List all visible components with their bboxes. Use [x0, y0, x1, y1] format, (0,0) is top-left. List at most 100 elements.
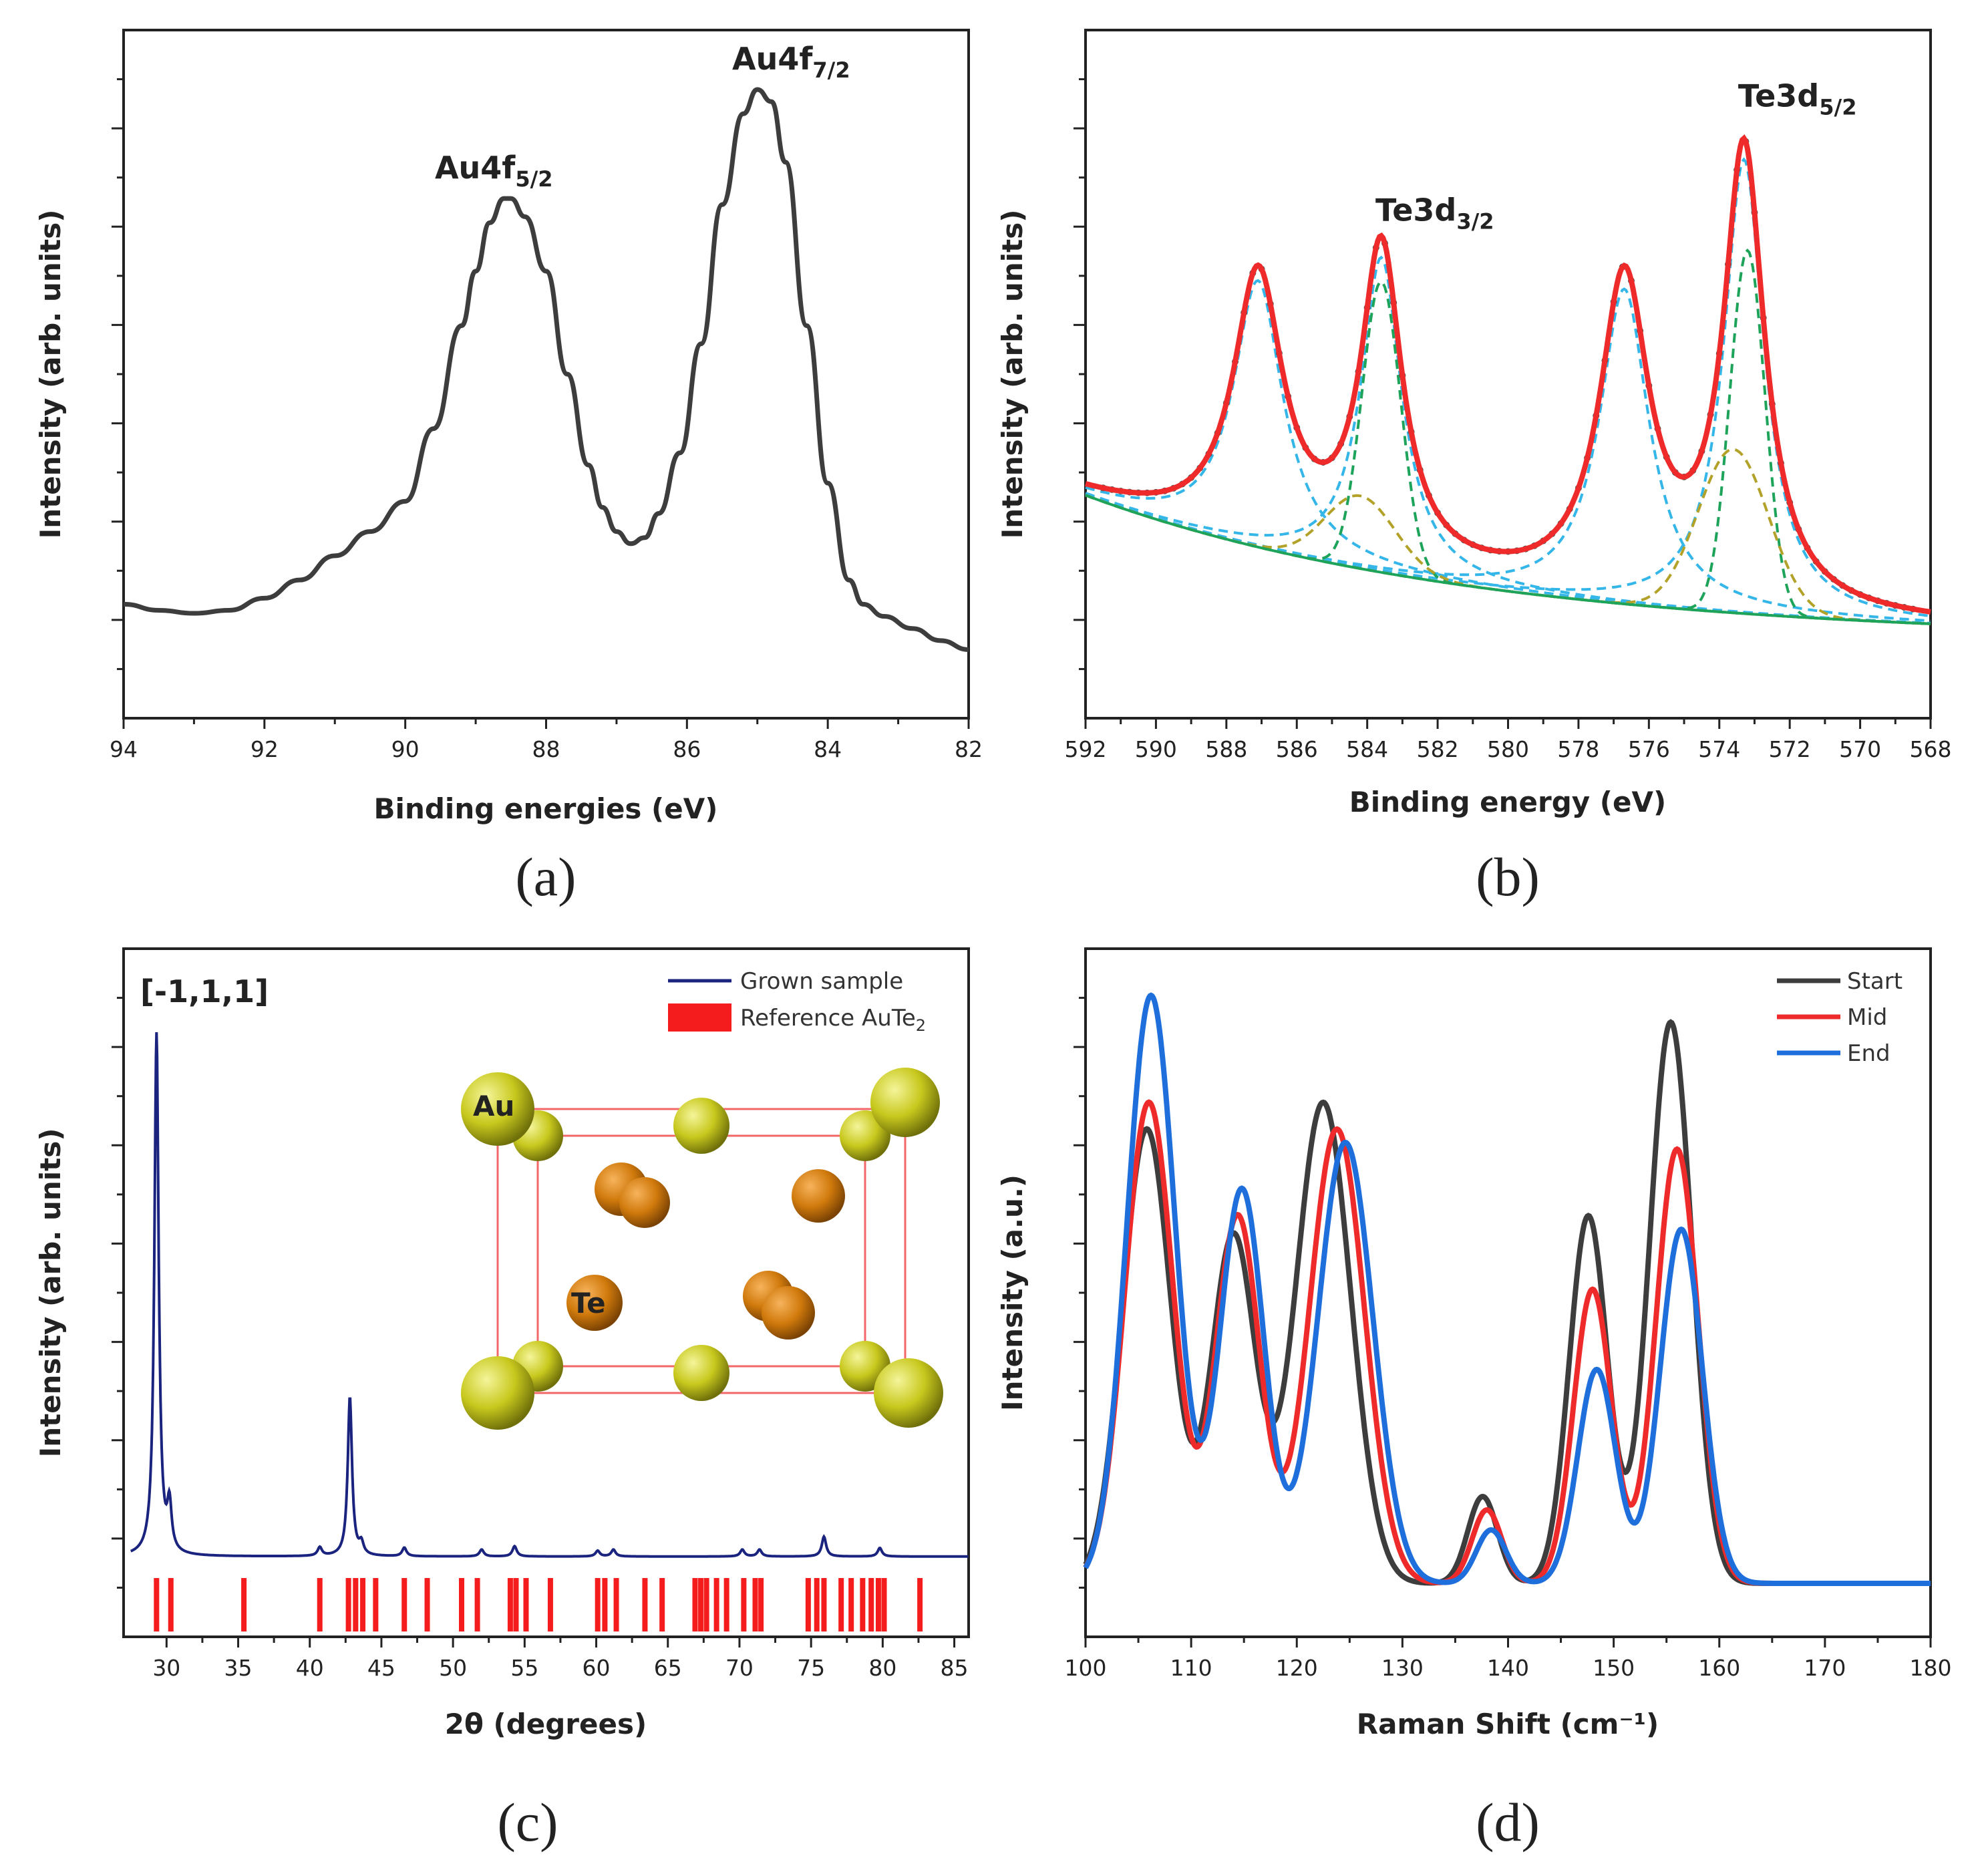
x-axis-label-a: Binding energies (eV): [374, 792, 718, 825]
fit-background: [1085, 494, 1931, 625]
fit-envelope: [1084, 134, 1931, 615]
reference-bar: [602, 1578, 608, 1631]
x-tick-label-c: 75: [797, 1655, 825, 1681]
panel-label-d: (d): [1476, 1792, 1540, 1853]
reference-bar: [401, 1578, 407, 1631]
x-tick-label-c: 85: [941, 1655, 969, 1681]
x-tick-label-b: 580: [1487, 736, 1529, 762]
x-tick-label-a: 86: [673, 736, 701, 762]
reference-bar: [723, 1578, 729, 1631]
au-atom: [673, 1098, 729, 1154]
x-tick-label-b: 568: [1910, 736, 1952, 762]
reference-bar: [474, 1578, 480, 1631]
au-atom: [874, 1358, 943, 1428]
reference-bar: [373, 1578, 379, 1631]
x-tick-label-b: 576: [1628, 736, 1670, 762]
reference-bar: [659, 1578, 665, 1631]
panel-b: 592 590 588 586 584 582 580 578 576 574 572 570 568 …: [996, 29, 1952, 907]
series-line-end: [1083, 992, 1931, 1586]
ticks-a: 94 92 90 88 86 84 82: [110, 78, 983, 762]
reference-bar: [154, 1578, 160, 1631]
series-line-a: [123, 87, 969, 652]
te-atom: [792, 1169, 845, 1223]
reference-bar: [875, 1578, 881, 1631]
legend-label-end: End: [1847, 1040, 1890, 1067]
reference-bar: [692, 1578, 698, 1631]
fit-component-cyan: [1085, 157, 1931, 618]
x-tick-label-d: 140: [1487, 1655, 1529, 1681]
annotation-te3d52: Te3d5/2: [1738, 77, 1857, 120]
direction-label: [-1,1,1]: [140, 973, 269, 1009]
fit-component-olive: [1085, 494, 1931, 625]
legend-label-reference: Reference AuTe2: [740, 1005, 926, 1035]
y-axis-label-d: Intensity (a.u.): [996, 1175, 1029, 1411]
reference-bar: [424, 1578, 430, 1631]
reference-bar: [595, 1578, 601, 1631]
x-tick-label-a: 94: [110, 736, 138, 762]
au-atom: [870, 1068, 940, 1137]
x-tick-label-c: 35: [224, 1655, 253, 1681]
x-tick-label-d: 170: [1804, 1655, 1846, 1681]
x-axis-label-c: 2θ (degrees): [445, 1708, 647, 1740]
series-line-start: [1083, 1019, 1931, 1586]
panel-label-a: (a): [515, 846, 576, 907]
legend-label-reference-main: Reference AuTe: [740, 1005, 916, 1032]
reference-bar: [838, 1578, 844, 1631]
panel-label-b: (b): [1476, 846, 1540, 907]
x-tick-label-c: 60: [583, 1655, 611, 1681]
panel-d: 100 110 120 130 140 150 160 170 180 Start Mid En…: [996, 947, 1952, 1853]
fit-lines-b: [1084, 134, 1931, 625]
x-tick-label-c: 30: [152, 1655, 180, 1681]
reference-bar: [703, 1578, 709, 1631]
au-atom: [461, 1356, 534, 1430]
au-atom: [461, 1072, 534, 1146]
y-axis-label-a: Intensity (arb. units): [34, 210, 67, 539]
series-line-grown-sample: [130, 1032, 969, 1558]
te-atom: [566, 1275, 623, 1331]
x-tick-label-a: 90: [391, 736, 420, 762]
x-tick-label-d: 110: [1170, 1655, 1212, 1681]
annotation-te3d52-sub: 5/2: [1819, 94, 1856, 120]
reference-bar: [360, 1578, 366, 1631]
x-tick-label-b: 578: [1557, 736, 1599, 762]
x-tick-label-b: 572: [1769, 736, 1811, 762]
ticks-c: 30 35 40 45 50 55 60 65 70 75 80 85: [112, 997, 969, 1681]
x-tick-label-d: 120: [1276, 1655, 1318, 1681]
reference-bars-c: [154, 1578, 923, 1631]
x-tick-label-d: 180: [1910, 1655, 1952, 1681]
annotation-te3d52-main: Te3d: [1738, 77, 1819, 114]
panel-label-c: (c): [497, 1792, 558, 1853]
x-axis-label-d: Raman Shift (cm⁻¹): [1357, 1708, 1659, 1740]
reference-bar: [513, 1578, 519, 1631]
x-tick-label-c: 80: [868, 1655, 896, 1681]
annotation-te3d32: Te3d3/2: [1375, 192, 1494, 234]
legend-swatch-reference: [668, 1003, 731, 1032]
x-tick-label-c: 65: [654, 1655, 682, 1681]
annotation-au4f72-main: Au4f: [732, 41, 813, 77]
reference-bar: [241, 1578, 247, 1631]
x-tick-label-c: 40: [296, 1655, 324, 1681]
fit-component-green: [1085, 249, 1931, 625]
reference-bar: [168, 1578, 174, 1631]
x-tick-label-c: 45: [367, 1655, 395, 1681]
reference-bar: [860, 1578, 866, 1631]
legend-d: Start Mid End: [1777, 968, 1903, 1067]
x-tick-label-c: 50: [439, 1655, 467, 1681]
reference-bar: [868, 1578, 874, 1631]
legend-label-mid: Mid: [1847, 1004, 1887, 1031]
x-axis-label-b: Binding energy (eV): [1349, 786, 1666, 818]
x-tick-label-b: 584: [1346, 736, 1388, 762]
plot-frame-a: [122, 29, 970, 720]
crystal-structure-inset: Au Te: [461, 1068, 943, 1430]
x-tick-label-a: 84: [814, 736, 842, 762]
legend-label-start: Start: [1847, 968, 1903, 995]
atom-label-au: Au: [473, 1090, 514, 1122]
atoms: [461, 1068, 943, 1430]
x-tick-label-b: 590: [1135, 736, 1177, 762]
reference-bar: [752, 1578, 758, 1631]
x-tick-label-b: 588: [1205, 736, 1247, 762]
annotation-te3d32-main: Te3d: [1375, 192, 1456, 228]
annotation-au4f72-sub: 7/2: [812, 57, 850, 83]
reference-bar: [317, 1578, 323, 1631]
